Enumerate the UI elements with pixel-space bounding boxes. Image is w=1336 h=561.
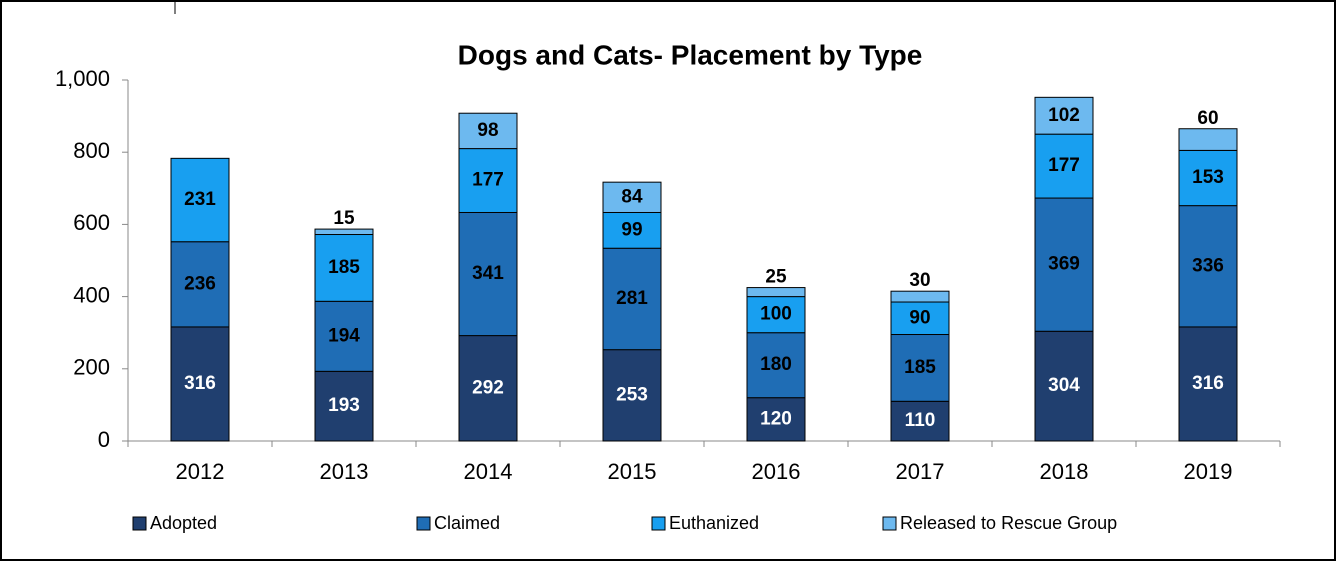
data-label: 60 xyxy=(1197,108,1218,129)
data-label: 336 xyxy=(1192,255,1224,276)
bar-segment xyxy=(170,157,230,243)
x-tick-label: 2012 xyxy=(176,459,225,484)
x-tick-label: 2014 xyxy=(464,459,513,484)
y-tick-label: 1,000 xyxy=(55,66,110,91)
bar-segment xyxy=(1034,133,1094,199)
data-label: 185 xyxy=(904,357,936,378)
bar-segment xyxy=(458,335,518,442)
bar-segment xyxy=(314,234,374,302)
bar-segment xyxy=(1178,128,1238,151)
data-label: 15 xyxy=(333,208,355,229)
legend-label: Claimed xyxy=(434,513,500,533)
bar-segment xyxy=(602,181,662,213)
data-label: 177 xyxy=(472,170,504,191)
legend-swatch xyxy=(416,516,431,531)
data-label: 100 xyxy=(760,304,792,325)
bar-segment xyxy=(746,287,806,298)
bar-segment xyxy=(314,370,374,442)
data-label: 316 xyxy=(1192,373,1224,394)
data-label: 120 xyxy=(760,408,792,429)
x-tick-label: 2018 xyxy=(1040,459,1089,484)
data-label: 110 xyxy=(905,410,936,431)
data-label: 84 xyxy=(621,186,643,207)
data-label: 99 xyxy=(621,219,642,240)
legend-label: Released to Rescue Group xyxy=(900,513,1117,533)
bar-segment xyxy=(1178,326,1238,442)
data-label: 185 xyxy=(328,257,360,278)
bar-segment xyxy=(746,296,806,334)
x-tick-label: 2013 xyxy=(320,459,369,484)
bar-segment xyxy=(458,211,518,337)
data-label: 90 xyxy=(909,307,930,328)
data-label: 304 xyxy=(1048,375,1080,396)
data-label: 98 xyxy=(477,120,498,141)
data-label: 102 xyxy=(1048,105,1080,126)
bar-segment xyxy=(1034,96,1094,135)
bar-segment xyxy=(890,400,950,442)
bar-segment xyxy=(1034,330,1094,442)
bar-segment xyxy=(1034,197,1094,332)
bar-segment xyxy=(314,228,374,236)
bar-segment xyxy=(602,211,662,249)
data-label: 180 xyxy=(760,354,792,375)
y-tick-label: 200 xyxy=(73,355,110,380)
data-label: 316 xyxy=(184,373,216,394)
y-tick-label: 800 xyxy=(73,138,110,163)
data-label: 194 xyxy=(328,325,360,346)
legend-label: Adopted xyxy=(150,513,217,533)
bar-segment xyxy=(458,148,518,213)
y-tick-label: 400 xyxy=(73,282,110,307)
bar-segment xyxy=(458,112,518,150)
bar-segment xyxy=(602,247,662,351)
bar-segment xyxy=(746,332,806,399)
data-label: 177 xyxy=(1048,155,1080,176)
bar-segment xyxy=(746,397,806,442)
y-tick-label: 600 xyxy=(73,210,110,235)
legend-swatch xyxy=(651,516,666,531)
data-label: 292 xyxy=(472,377,504,398)
data-label: 281 xyxy=(616,288,648,309)
x-tick-label: 2015 xyxy=(608,459,657,484)
chart-title: Dogs and Cats- Placement by Type xyxy=(458,39,923,70)
data-label: 253 xyxy=(616,384,648,405)
data-label: 193 xyxy=(328,395,360,416)
legend-swatch xyxy=(132,516,147,531)
data-label: 25 xyxy=(765,267,787,288)
bar-segment xyxy=(314,300,374,372)
bar-segment xyxy=(602,349,662,442)
data-label: 341 xyxy=(472,263,504,284)
bar-segment xyxy=(890,334,950,402)
x-tick-label: 2016 xyxy=(752,459,801,484)
data-label: 369 xyxy=(1048,254,1080,275)
bar-segment xyxy=(890,290,950,303)
legend-swatch xyxy=(882,516,897,531)
legend-label: Euthanized xyxy=(669,513,759,533)
x-tick-label: 2017 xyxy=(896,459,945,484)
data-label: 30 xyxy=(909,270,930,291)
bar-segment xyxy=(1178,149,1238,207)
data-label: 231 xyxy=(184,189,216,210)
bar-segment xyxy=(1178,205,1238,328)
data-label: 153 xyxy=(1192,167,1224,188)
x-tick-label: 2019 xyxy=(1184,459,1233,484)
data-label: 236 xyxy=(184,273,216,294)
y-tick-label: 0 xyxy=(98,427,110,452)
